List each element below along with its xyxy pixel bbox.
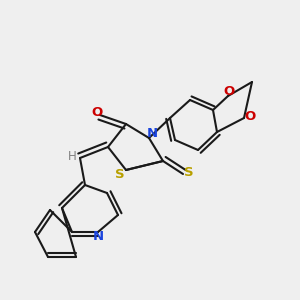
- Text: O: O: [224, 85, 235, 98]
- Text: N: N: [146, 127, 158, 140]
- Text: H: H: [68, 150, 77, 163]
- Text: S: S: [184, 166, 194, 179]
- Text: N: N: [92, 230, 104, 243]
- Text: S: S: [115, 168, 125, 181]
- Text: O: O: [92, 106, 103, 118]
- Text: O: O: [244, 110, 256, 123]
